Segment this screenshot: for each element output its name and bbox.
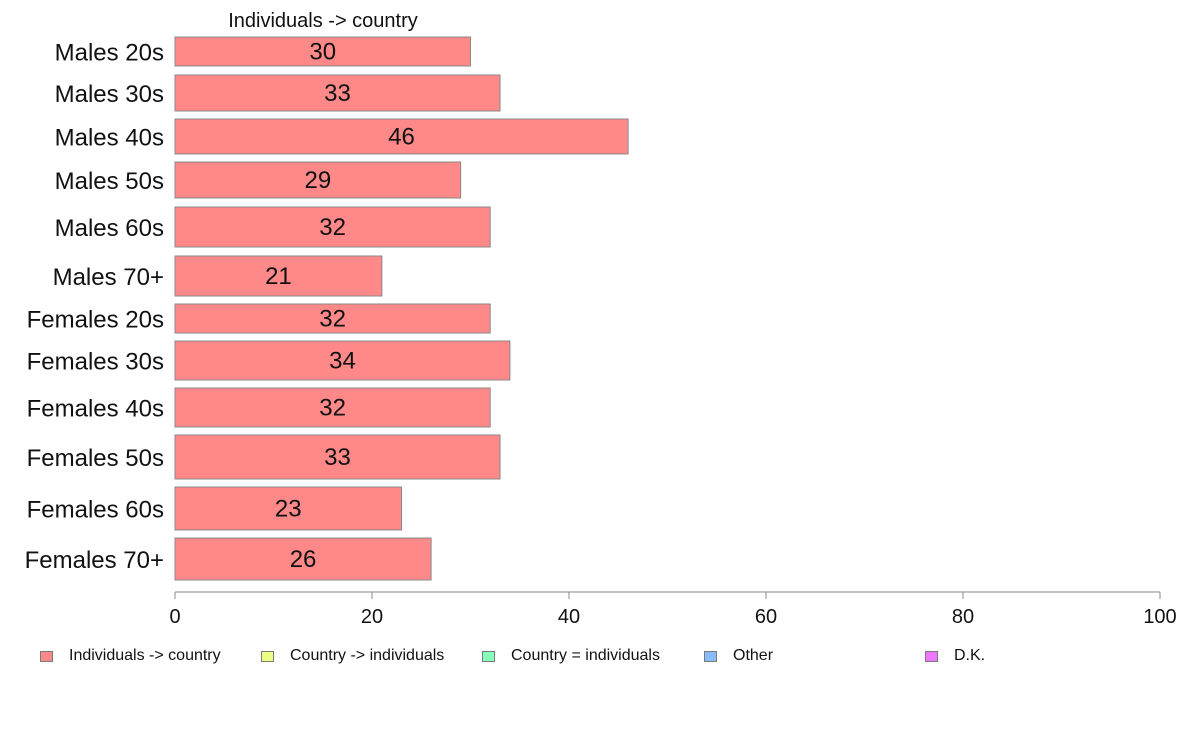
category-label-females-40s: Females 40s (27, 396, 164, 423)
bar-females-60s (174, 486, 403, 531)
data-label-males-70-plus: 21 (265, 263, 292, 290)
x-tick-label-20: 20 (361, 606, 383, 628)
category-label-males-40s: Males 40s (55, 125, 164, 152)
data-label-males-20s: 30 (309, 39, 336, 66)
category-label-females-70-plus: Females 70+ (25, 547, 164, 574)
data-label-females-70-plus: 26 (290, 546, 317, 573)
category-label-males-20s: Males 20s (55, 40, 164, 67)
bar-females-70-plus (174, 537, 432, 581)
category-label-males-30s: Males 30s (55, 81, 164, 108)
bar-females-30s (174, 340, 511, 381)
category-label-males-70-plus: Males 70+ (53, 264, 164, 291)
x-axis: 0 20 40 60 80 100 (169, 591, 1177, 628)
category-label-females-50s: Females 50s (27, 445, 164, 472)
bar-males-70-plus (174, 255, 383, 297)
bar-males-40s (174, 118, 629, 155)
bar-females-20s (174, 303, 491, 334)
bar-males-30s (174, 74, 501, 112)
category-labels: Males 20s Males 30s Males 40s Males 50s Male… (25, 40, 164, 575)
category-label-females-30s: Females 30s (27, 349, 164, 376)
bar-males-60s (174, 206, 491, 248)
x-tick-label-100: 100 (1143, 606, 1176, 628)
data-label-females-20s: 32 (319, 306, 346, 333)
bar-males-20s (174, 36, 471, 67)
data-label-females-60s: 23 (275, 496, 302, 523)
data-label-males-50s: 29 (304, 167, 331, 194)
bars-group: 30 33 46 29 32 21 32 34 32 33 23 26 (174, 36, 629, 581)
chart-column-header: Individuals -> country (228, 10, 418, 32)
data-label-males-40s: 46 (388, 124, 415, 151)
category-label-males-60s: Males 60s (55, 215, 164, 242)
bar-females-50s (174, 434, 501, 480)
data-label-females-30s: 34 (329, 348, 356, 375)
category-label-females-20s: Females 20s (27, 307, 164, 334)
category-label-females-60s: Females 60s (27, 497, 164, 524)
x-tick-label-60: 60 (755, 606, 777, 628)
data-label-males-30s: 33 (324, 80, 351, 107)
data-label-females-40s: 32 (319, 395, 346, 422)
x-tick-label-0: 0 (169, 606, 180, 628)
x-tick-label-40: 40 (558, 606, 580, 628)
data-label-females-50s: 33 (324, 444, 351, 471)
bar-males-50s (174, 161, 462, 199)
category-label-males-50s: Males 50s (55, 168, 164, 195)
x-tick-label-80: 80 (952, 606, 974, 628)
bar-females-40s (174, 387, 491, 428)
data-label-males-60s: 32 (319, 214, 346, 241)
